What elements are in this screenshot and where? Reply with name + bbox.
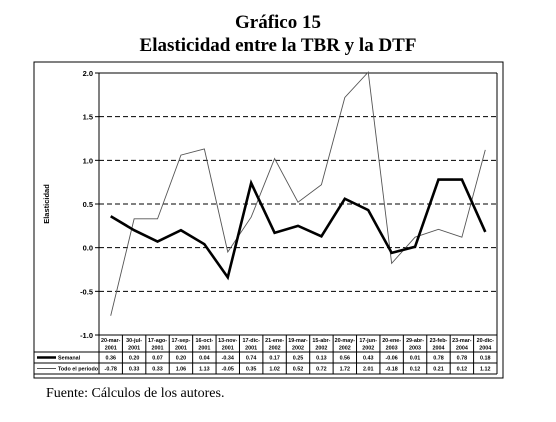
data-label: 0.78 bbox=[457, 356, 468, 362]
data-label: -0.05 bbox=[222, 367, 234, 373]
x-tick-label: 20-may- bbox=[335, 338, 356, 344]
data-label: 0.43 bbox=[363, 356, 374, 362]
data-label: 0.74 bbox=[246, 356, 257, 362]
legend-label: Todo el periodo bbox=[58, 367, 99, 373]
source-note: Fuente: Cálculos de los autores. bbox=[46, 386, 225, 401]
x-tick-label: 20-ene- bbox=[382, 338, 401, 344]
x-tick-label-year: 2002 bbox=[315, 346, 327, 352]
data-label: -0.18 bbox=[385, 367, 397, 373]
x-tick-label: 17-ago- bbox=[148, 338, 167, 344]
x-tick-label-year: 2001 bbox=[105, 346, 117, 352]
y-tick-label: -0.5 bbox=[80, 287, 93, 296]
chart-title: Gráfico 15 bbox=[234, 12, 321, 33]
data-label: 0.52 bbox=[293, 367, 304, 373]
data-label: 0.07 bbox=[152, 356, 163, 362]
data-label: 0.35 bbox=[246, 367, 257, 373]
data-label: 0.33 bbox=[129, 367, 140, 373]
x-tick-label-year: 2002 bbox=[362, 346, 374, 352]
x-tick-label: 16-oct- bbox=[196, 338, 214, 344]
x-tick-label: 21-ene- bbox=[265, 338, 284, 344]
data-label: -0.78 bbox=[105, 367, 117, 373]
x-tick-label-year: 2002 bbox=[339, 346, 351, 352]
data-label: 0.25 bbox=[293, 356, 304, 362]
y-axis-label: Elasticidad bbox=[42, 184, 51, 224]
data-label: 0.72 bbox=[316, 367, 327, 373]
x-tick-label-year: 2002 bbox=[269, 346, 281, 352]
data-label: 0.01 bbox=[410, 356, 421, 362]
data-label: 0.17 bbox=[269, 356, 280, 362]
data-label: -0.34 bbox=[222, 356, 234, 362]
x-tick-label: 17-dic- bbox=[242, 338, 260, 344]
x-tick-label: 20-dic- bbox=[477, 338, 495, 344]
x-tick-label: 30-jul- bbox=[126, 338, 142, 344]
y-tick-label: 1.0 bbox=[83, 156, 93, 165]
x-tick-label: 20-mar- bbox=[101, 338, 121, 344]
x-tick-label-year: 2003 bbox=[409, 346, 421, 352]
data-label: 0.12 bbox=[410, 367, 421, 373]
data-label: 0.20 bbox=[129, 356, 140, 362]
data-label: 1.13 bbox=[199, 367, 210, 373]
y-tick-label: 1.5 bbox=[83, 113, 93, 122]
chart-frame bbox=[33, 61, 504, 379]
x-tick-label-year: 2004 bbox=[479, 346, 491, 352]
x-tick-label-year: 2001 bbox=[152, 346, 164, 352]
data-label: 0.04 bbox=[199, 356, 210, 362]
data-label: 1.12 bbox=[480, 367, 491, 373]
x-tick-label: 23-feb- bbox=[430, 338, 448, 344]
series-line bbox=[110, 71, 486, 316]
chart-subtitle: Elasticidad entre la TBR y la DTF bbox=[139, 35, 417, 56]
x-tick-label-year: 2004 bbox=[456, 346, 468, 352]
y-tick-label: -1.0 bbox=[80, 331, 93, 340]
data-label: 0.21 bbox=[433, 367, 444, 373]
data-label: 0.33 bbox=[152, 367, 163, 373]
data-label: -0.06 bbox=[385, 356, 397, 362]
x-tick-label-year: 2004 bbox=[432, 346, 444, 352]
data-label: 0.78 bbox=[433, 356, 444, 362]
y-tick-label: 0.0 bbox=[83, 244, 93, 253]
x-tick-label-year: 2001 bbox=[198, 346, 210, 352]
data-label: 0.56 bbox=[340, 356, 351, 362]
x-tick-label-year: 2001 bbox=[222, 346, 234, 352]
data-label: 1.02 bbox=[269, 367, 280, 373]
x-tick-label: 23-mar- bbox=[452, 338, 472, 344]
data-label: 0.36 bbox=[105, 356, 116, 362]
data-label: 2.01 bbox=[363, 367, 374, 373]
data-label: 1.72 bbox=[340, 367, 351, 373]
legend-label: Semanal bbox=[58, 356, 81, 362]
x-tick-label-year: 2003 bbox=[386, 346, 398, 352]
x-tick-label-year: 2001 bbox=[245, 346, 257, 352]
x-tick-label-year: 2002 bbox=[292, 346, 304, 352]
y-tick-label: 0.5 bbox=[83, 200, 93, 209]
x-tick-label: 29-abr- bbox=[406, 338, 424, 344]
data-label: 0.18 bbox=[480, 356, 491, 362]
data-label: 0.20 bbox=[176, 356, 187, 362]
x-tick-label-year: 2001 bbox=[175, 346, 187, 352]
x-tick-label: 13-nov- bbox=[218, 338, 237, 344]
data-label: 1.06 bbox=[176, 367, 187, 373]
x-tick-label: 17-jun- bbox=[359, 338, 377, 344]
y-tick-label: 2.0 bbox=[83, 69, 93, 78]
x-tick-label: 17-sep- bbox=[171, 338, 190, 344]
data-label: 0.13 bbox=[316, 356, 327, 362]
data-label: 0.12 bbox=[457, 367, 468, 373]
x-tick-label-year: 2001 bbox=[128, 346, 140, 352]
x-tick-label: 15-abr- bbox=[312, 338, 330, 344]
x-tick-label: 19-mar- bbox=[288, 338, 308, 344]
